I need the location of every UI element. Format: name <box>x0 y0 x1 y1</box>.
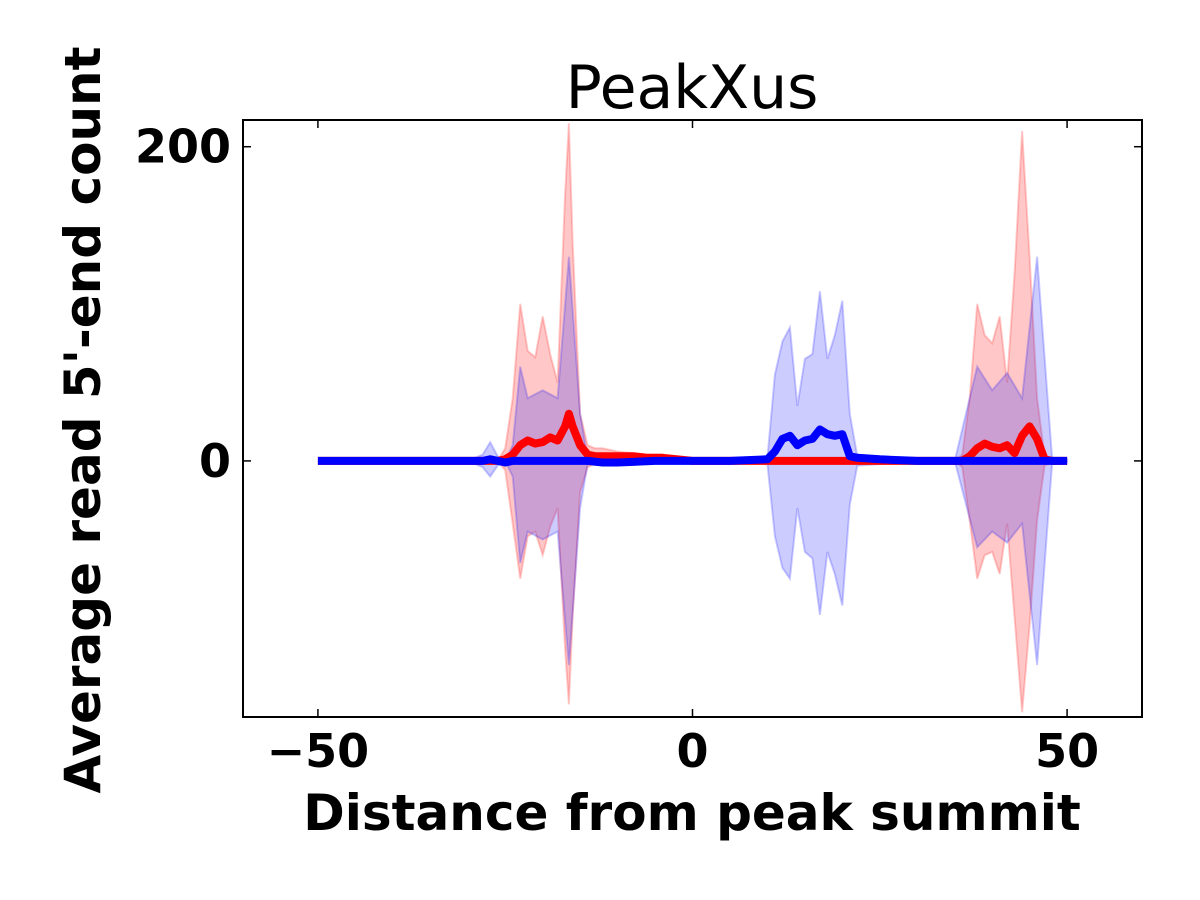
y-axis-label: Average read 5'-end count <box>54 46 112 793</box>
y-tick-label: 200 <box>135 120 231 174</box>
plot-area <box>317 123 1069 713</box>
tick-labels: −50 0 50 0 200 <box>135 120 1099 778</box>
axis-ticks <box>243 120 1142 717</box>
series-line-0 <box>317 409 1068 465</box>
y-tick-label: 0 <box>199 434 231 488</box>
x-tick-label: 50 <box>1035 724 1099 778</box>
error-band-0 <box>317 123 1068 713</box>
x-axis-label: Distance from peak summit <box>303 784 1081 842</box>
x-tick-label: −50 <box>267 724 370 778</box>
series-line-1 <box>317 425 1068 467</box>
chart-title: PeakXus <box>566 53 819 123</box>
x-tick-label: 0 <box>676 724 708 778</box>
